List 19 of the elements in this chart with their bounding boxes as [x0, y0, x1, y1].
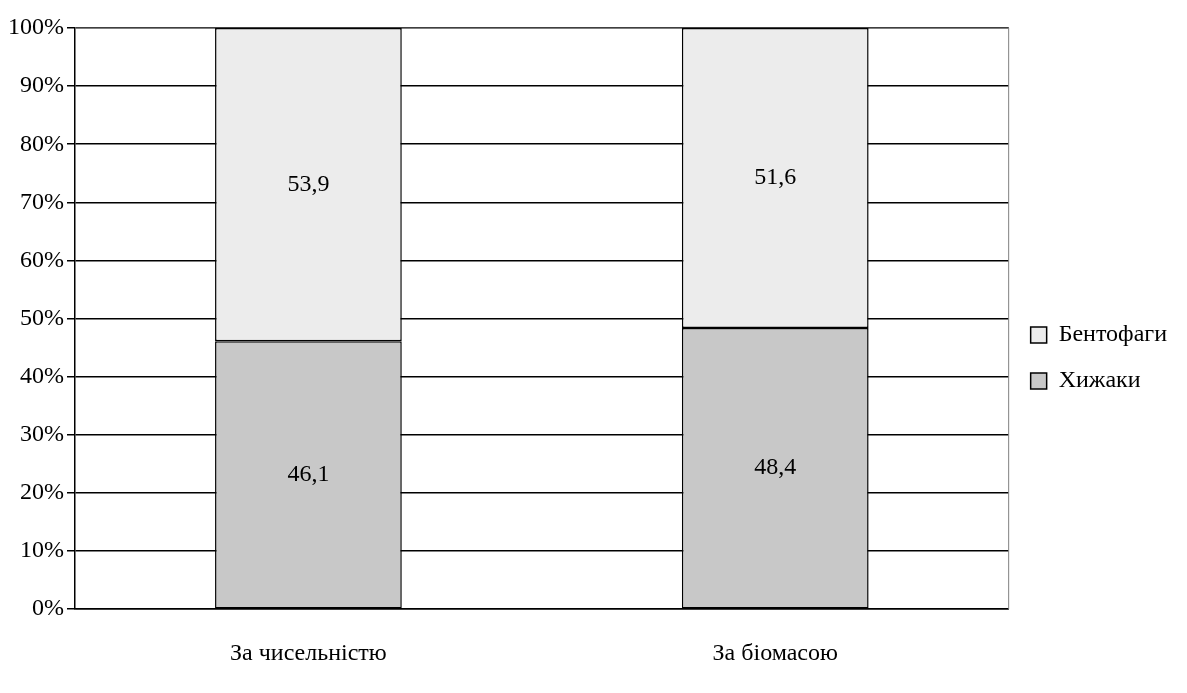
y-tick-label: 80%: [19, 129, 64, 156]
y-tick-label: 90%: [19, 71, 64, 98]
y-tick-label: 10%: [19, 536, 64, 563]
y-tick-label: 20%: [19, 478, 64, 505]
y-tick-label: 30%: [19, 420, 64, 447]
y-tick-label: 40%: [19, 362, 64, 389]
y-tick-label: 100%: [7, 13, 64, 40]
legend-label: Бентофаги: [1058, 320, 1168, 347]
y-tick-label: 70%: [19, 187, 64, 214]
data-label: 46,1: [287, 460, 330, 487]
data-label: 51,6: [754, 163, 797, 190]
data-label: 53,9: [287, 169, 330, 196]
x-tick-label: За біомасою: [712, 638, 838, 665]
y-tick-label: 60%: [19, 245, 64, 272]
y-tick-label: 0%: [31, 594, 64, 621]
legend-label: Хижаки: [1058, 366, 1141, 393]
data-label: 48,4: [754, 453, 797, 480]
y-tick-label: 50%: [19, 303, 64, 330]
x-tick-label: За чисельністю: [230, 638, 387, 665]
